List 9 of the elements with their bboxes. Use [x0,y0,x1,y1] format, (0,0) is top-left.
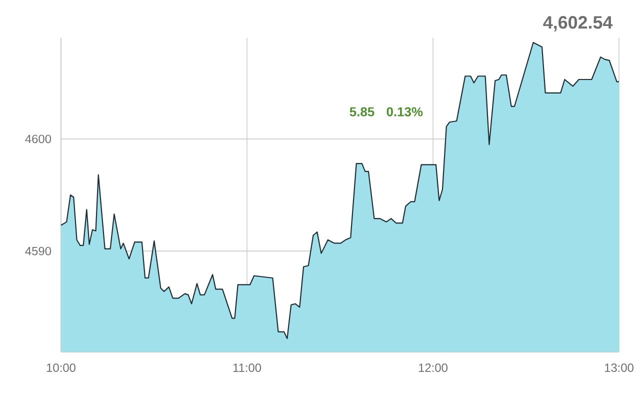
x-tick-label: 13:00 [604,363,634,372]
x-tick-label: 11:00 [233,363,262,372]
chart-title: 4,602.54 [543,16,613,32]
annotation: 0.13% [386,107,423,116]
x-tick-label: 12:00 [418,363,448,372]
x-tick-label: 10:00 [46,363,76,372]
y-tick-label: 4590 [25,246,52,256]
annotation: 5.85 [350,107,374,116]
y-tick-label: 4600 [25,134,52,144]
